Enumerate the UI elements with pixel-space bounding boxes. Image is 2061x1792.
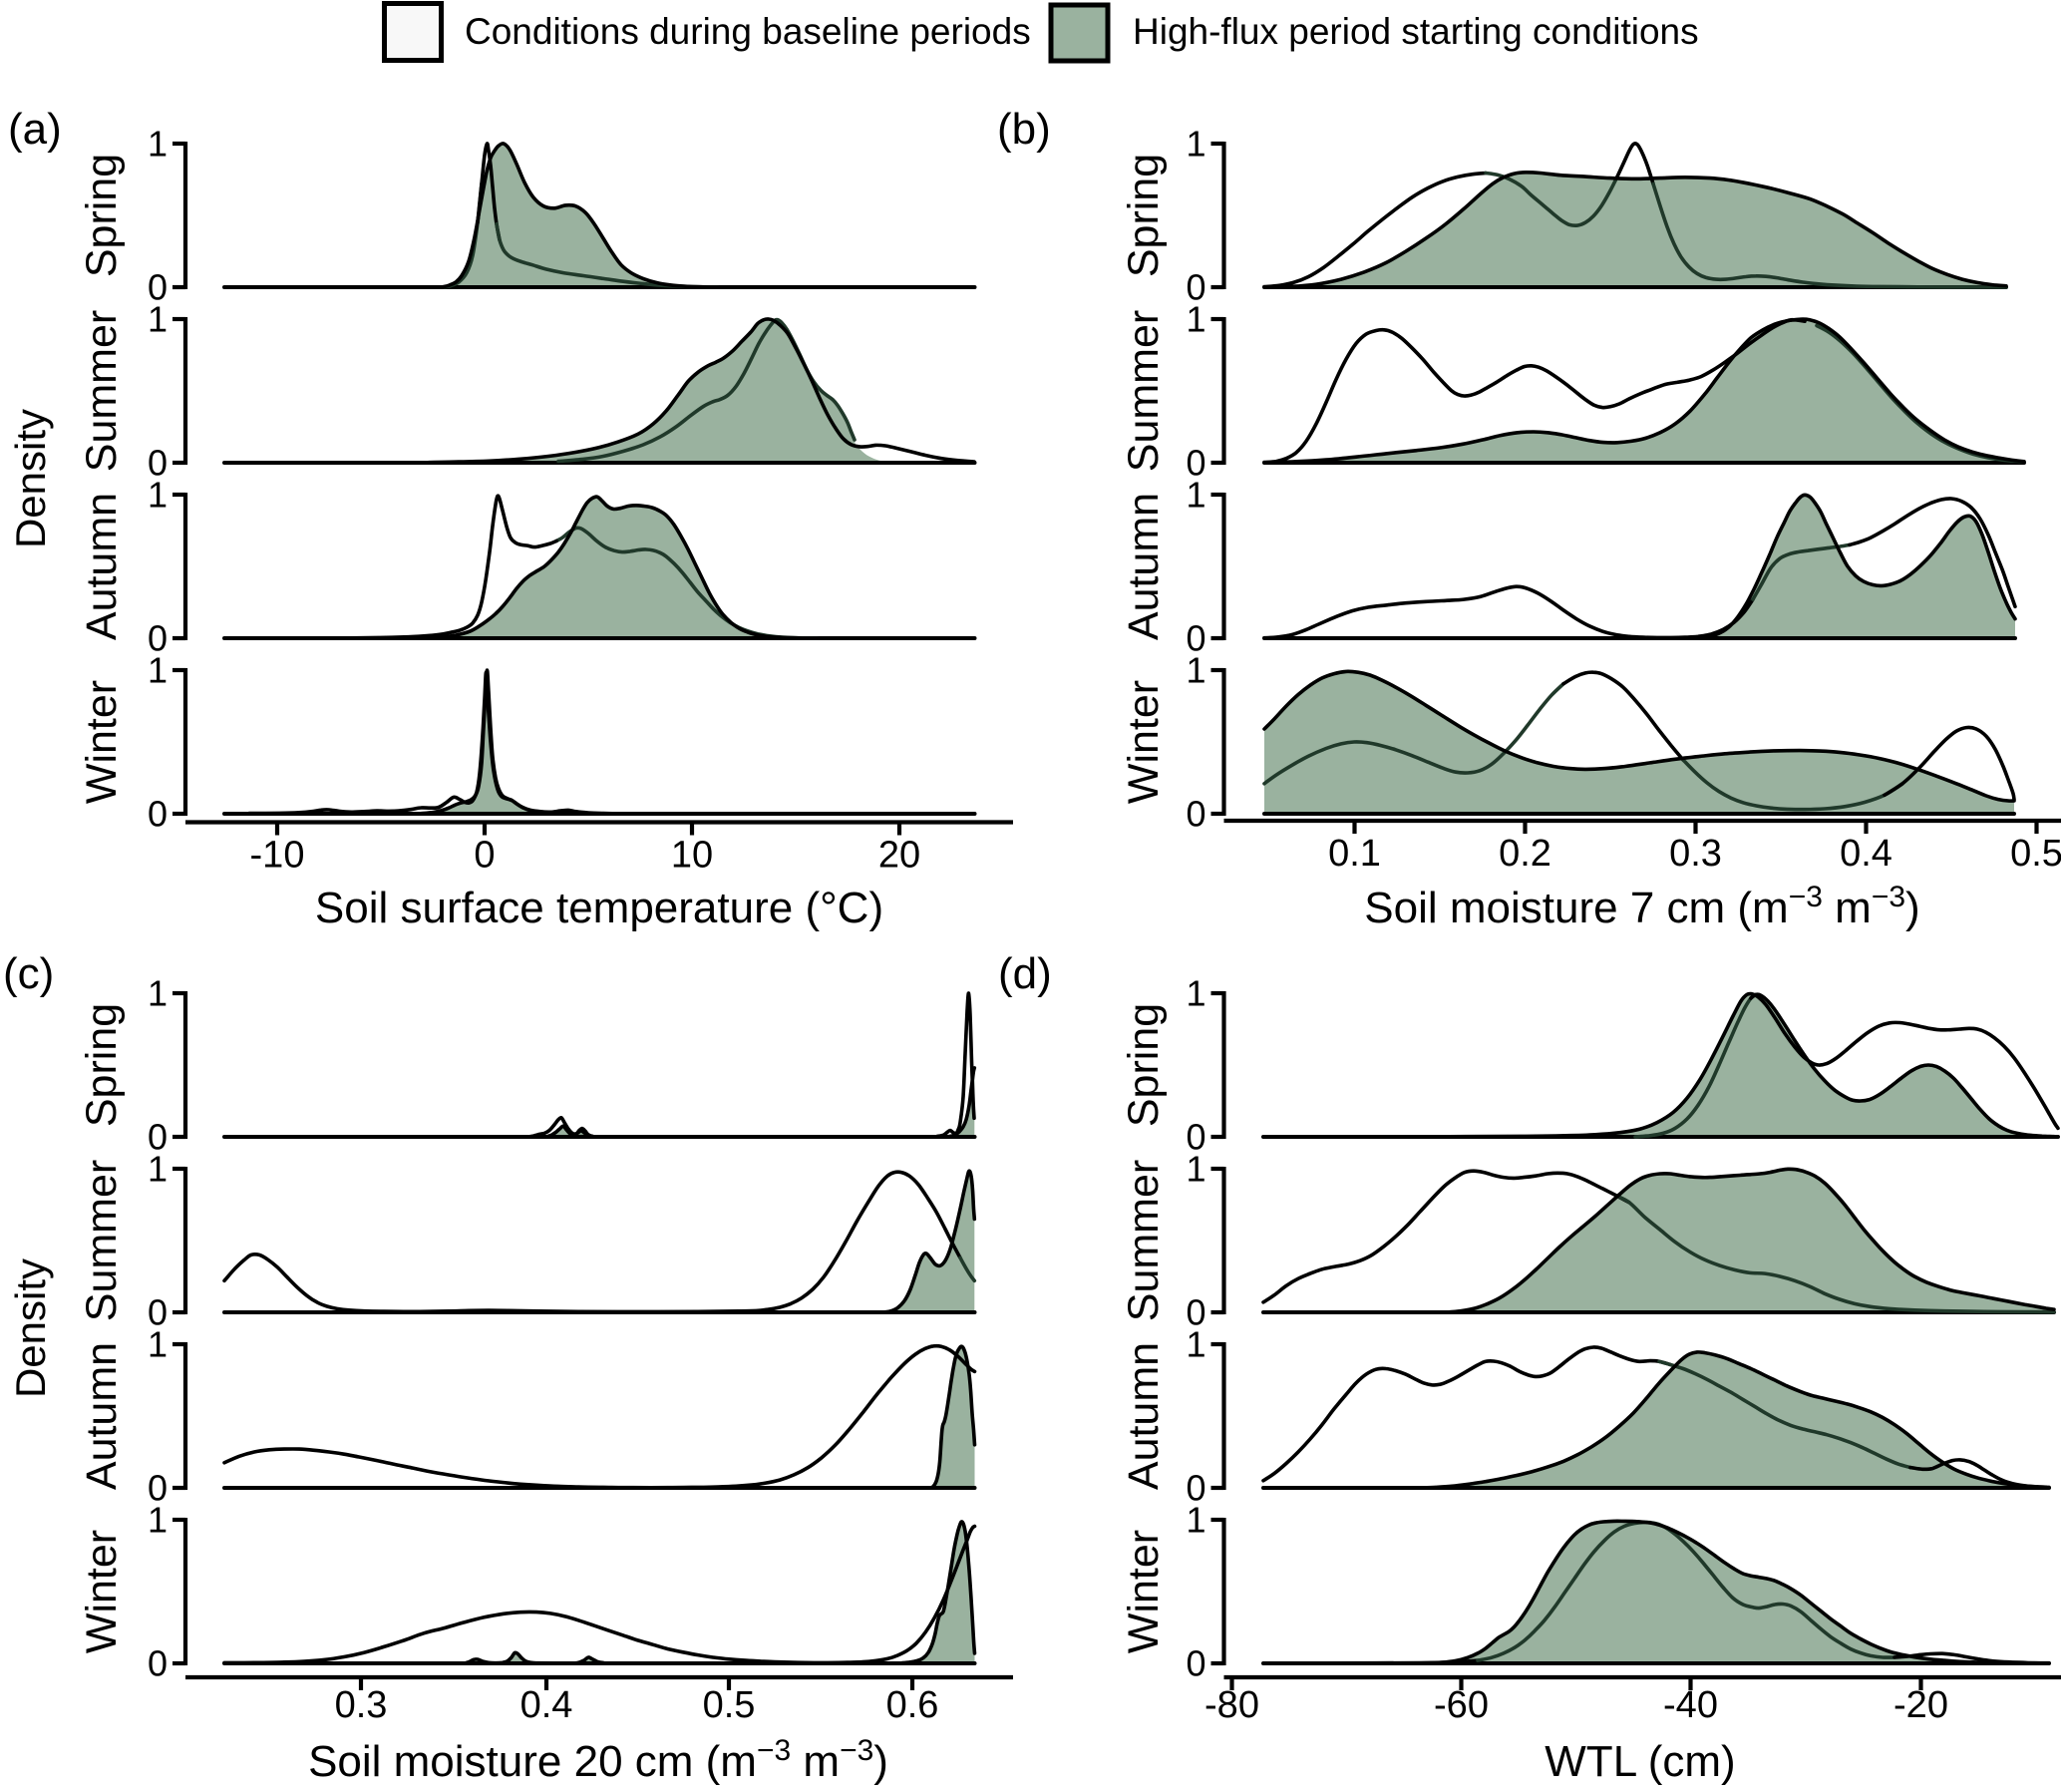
svg-text:Summer: Summer (78, 1160, 126, 1321)
svg-text:0: 0 (1186, 794, 1205, 835)
svg-text:Autumn: Autumn (78, 493, 126, 640)
svg-text:-10: -10 (250, 835, 305, 877)
svg-text:1: 1 (1186, 1500, 1205, 1541)
svg-text:Spring: Spring (78, 154, 126, 277)
svg-text:0: 0 (148, 618, 168, 659)
svg-text:0: 0 (1186, 1468, 1205, 1509)
svg-text:Autumn: Autumn (78, 1342, 126, 1490)
svg-text:(d): (d) (998, 949, 1052, 998)
svg-text:1: 1 (1186, 1324, 1205, 1365)
svg-text:0: 0 (1186, 443, 1205, 484)
svg-text:1: 1 (1186, 475, 1205, 516)
svg-text:Spring: Spring (78, 1003, 126, 1127)
svg-text:Summer: Summer (1120, 310, 1168, 472)
svg-text:0.5: 0.5 (703, 1684, 756, 1726)
svg-text:1: 1 (148, 1500, 168, 1541)
svg-text:WTL (cm): WTL (cm) (1545, 1737, 1735, 1786)
svg-text:0.4: 0.4 (1840, 833, 1892, 875)
svg-text:-60: -60 (1434, 1684, 1489, 1726)
svg-text:0.4: 0.4 (520, 1684, 573, 1726)
svg-text:(c): (c) (3, 949, 54, 998)
svg-text:1: 1 (148, 124, 168, 165)
svg-text:0.5: 0.5 (2010, 833, 2061, 875)
svg-text:1: 1 (148, 973, 168, 1014)
svg-text:0.3: 0.3 (1669, 833, 1722, 875)
svg-text:0: 0 (1186, 1643, 1205, 1684)
svg-text:Soil moisture 20 cm (m−3 m−3): Soil moisture 20 cm (m−3 m−3) (308, 1734, 888, 1786)
svg-text:0: 0 (148, 1468, 168, 1509)
svg-text:Winter: Winter (1120, 680, 1168, 804)
svg-text:1: 1 (1186, 124, 1205, 165)
svg-text:Density: Density (7, 409, 54, 548)
svg-text:Summer: Summer (1120, 1160, 1168, 1321)
svg-text:0: 0 (148, 267, 168, 308)
svg-text:0: 0 (1186, 267, 1205, 308)
svg-text:0: 0 (148, 794, 168, 835)
svg-text:Summer: Summer (78, 310, 126, 472)
svg-text:0: 0 (148, 1292, 168, 1333)
svg-text:0.2: 0.2 (1499, 833, 1551, 875)
svg-text:(a): (a) (8, 105, 62, 154)
svg-text:20: 20 (878, 835, 920, 877)
svg-text:0: 0 (148, 443, 168, 484)
svg-text:Soil surface temperature (°C): Soil surface temperature (°C) (315, 884, 883, 932)
svg-text:1: 1 (148, 475, 168, 516)
svg-text:1: 1 (148, 1324, 168, 1365)
svg-text:1: 1 (148, 1149, 168, 1190)
svg-text:0: 0 (1186, 1117, 1205, 1158)
svg-text:1: 1 (1186, 1149, 1205, 1190)
svg-text:Soil moisture 7 cm (m−3 m−3): Soil moisture 7 cm (m−3 m−3) (1364, 881, 1919, 932)
svg-text:1: 1 (1186, 650, 1205, 691)
svg-text:0: 0 (148, 1643, 168, 1684)
svg-text:0: 0 (148, 1117, 168, 1158)
svg-text:-20: -20 (1893, 1684, 1948, 1726)
svg-text:-40: -40 (1663, 1684, 1718, 1726)
svg-text:0.6: 0.6 (886, 1684, 939, 1726)
svg-text:Autumn: Autumn (1120, 493, 1168, 640)
svg-text:1: 1 (148, 650, 168, 691)
svg-text:1: 1 (1186, 973, 1205, 1014)
svg-text:Conditions during baseline per: Conditions during baseline periods (465, 11, 1031, 52)
svg-text:0: 0 (474, 835, 495, 877)
svg-text:1: 1 (148, 299, 168, 340)
svg-text:Winter: Winter (78, 1530, 126, 1653)
svg-text:High-flux period starting cond: High-flux period starting conditions (1133, 11, 1699, 52)
svg-text:Winter: Winter (78, 680, 126, 804)
svg-text:(b): (b) (997, 105, 1051, 154)
svg-text:Autumn: Autumn (1120, 1342, 1168, 1490)
svg-text:Spring: Spring (1120, 154, 1168, 277)
svg-text:Density: Density (7, 1258, 54, 1398)
svg-text:1: 1 (1186, 299, 1205, 340)
svg-text:-80: -80 (1204, 1684, 1259, 1726)
svg-text:0.3: 0.3 (335, 1684, 388, 1726)
svg-text:0: 0 (1186, 618, 1205, 659)
svg-text:10: 10 (671, 835, 713, 877)
svg-text:0.1: 0.1 (1328, 833, 1381, 875)
svg-text:0: 0 (1186, 1292, 1205, 1333)
svg-text:Spring: Spring (1120, 1003, 1168, 1127)
svg-text:Winter: Winter (1120, 1530, 1168, 1653)
